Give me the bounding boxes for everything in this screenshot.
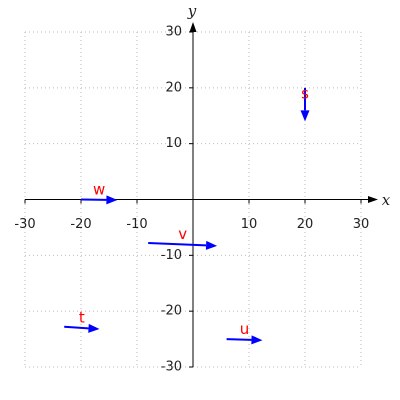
y-tick-label: -30 — [161, 360, 182, 375]
x-tick-label: 10 — [241, 217, 258, 232]
y-tick-label: 10 — [165, 136, 182, 151]
y-tick-label: -10 — [161, 248, 182, 263]
x-tick-label: 30 — [353, 217, 370, 232]
vector-head — [106, 195, 118, 205]
vector-shaft — [64, 325, 89, 330]
x-tick-label: -10 — [126, 217, 147, 232]
y-axis-label: y — [187, 2, 197, 20]
vector-shaft — [148, 242, 207, 247]
vector-label: v — [178, 225, 187, 243]
vector-head — [300, 110, 310, 122]
vector — [300, 87, 310, 122]
vector-label: t — [79, 308, 85, 326]
vector-shaft — [226, 338, 252, 341]
y-tick-label: 20 — [165, 80, 182, 95]
vector-head — [88, 323, 100, 333]
vector — [226, 335, 263, 345]
vector — [64, 323, 100, 333]
vector-head — [251, 335, 263, 345]
x-axis-label: x — [382, 191, 391, 209]
y-tick-label: 30 — [165, 25, 182, 40]
x-tick-label: 20 — [297, 217, 314, 232]
vector — [80, 195, 118, 205]
y-tick-label: -20 — [161, 304, 182, 319]
vector — [148, 240, 218, 250]
x-axis-arrow — [368, 196, 378, 203]
y-axis-arrow — [189, 22, 197, 32]
vector-label: s — [301, 84, 309, 102]
x-tick-label: -20 — [70, 217, 91, 232]
vector-label: u — [240, 320, 250, 338]
x-tick-label: -30 — [14, 217, 35, 232]
vector-head — [205, 240, 218, 250]
vector-label: w — [93, 180, 105, 198]
